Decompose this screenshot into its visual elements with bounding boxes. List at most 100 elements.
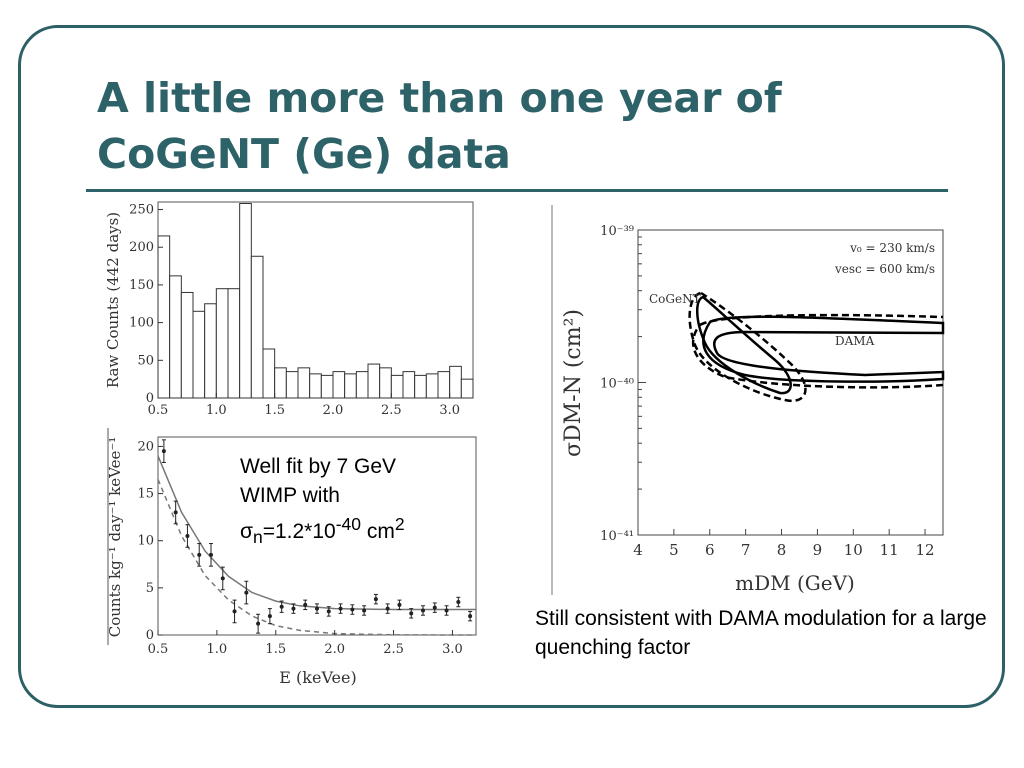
excl-legend-line2: vesc = 600 km/s: [834, 262, 935, 276]
hist-ytick-label: 200: [129, 240, 154, 255]
data-point: [362, 608, 367, 613]
hist-xtick-label: 2.5: [381, 403, 402, 418]
spec-xtick-label: 1.5: [265, 642, 286, 657]
data-point: [456, 600, 461, 604]
hist-ylabel: Raw Counts (442 days): [104, 212, 122, 388]
fit-unit-exponent: 2: [394, 514, 405, 534]
spec-ytick-label: 10: [137, 534, 154, 549]
cogent-contour-outer: [688, 291, 807, 403]
fit-sigma: σ: [240, 520, 253, 543]
spec-frame: [157, 436, 477, 636]
histogram-bar: [449, 365, 462, 399]
data-point: [409, 611, 414, 616]
histogram-bar: [309, 373, 322, 399]
excl-xtick-label: 4: [633, 541, 643, 559]
histogram-bar: [425, 373, 439, 399]
data-point: [385, 606, 390, 611]
cogent-contour-inner: [696, 295, 792, 395]
excl-ytick-label: 10⁻⁴⁰: [600, 377, 634, 392]
hist-xtick-label: 1.0: [206, 403, 227, 418]
fit-sigma-sub: n: [252, 527, 263, 548]
data-point: [161, 449, 166, 454]
histogram-bar: [414, 374, 427, 399]
spec-xtick-label: 2.0: [324, 642, 345, 657]
data-point: [256, 621, 261, 626]
histogram-bar: [460, 378, 474, 399]
hist-xtick-label: 3.0: [439, 403, 460, 418]
data-point: [421, 608, 425, 613]
histogram-bar: [180, 291, 194, 399]
excl-xtick-label: 11: [880, 541, 899, 559]
hist-ytick-label: 150: [129, 278, 154, 293]
spec-xtick-label: 3.0: [442, 642, 463, 657]
data-point: [397, 602, 402, 607]
hist-xtick-label: 2.0: [323, 403, 344, 418]
dama-contour-outer: [691, 313, 944, 389]
spec-ytick-label: 5: [146, 581, 154, 596]
data-point: [303, 602, 308, 607]
histogram-bar: [402, 371, 416, 399]
data-point: [373, 597, 378, 602]
histogram-bar: [285, 371, 299, 399]
data-point: [197, 552, 202, 557]
histogram-bar: [215, 288, 229, 399]
data-point: [291, 606, 296, 611]
fit-note: Well fit by 7 GeV WIMP with σn=1.2*10-40…: [240, 452, 470, 552]
spec-ytick-label: 0: [146, 628, 154, 643]
excl-xtick-label: 8: [777, 541, 787, 559]
data-point: [173, 510, 178, 515]
excl-xtick-label: 6: [705, 541, 715, 559]
hist-ytick-label: 250: [129, 203, 154, 218]
data-point: [209, 552, 213, 557]
excl-xtick-label: 9: [813, 541, 823, 559]
raw-counts-histogram: 0.5 1.0 1.5 2.0 2.5 3.0 0 50 100 150 200 250 Raw C…: [104, 201, 474, 418]
histogram-bar: [355, 371, 369, 399]
histogram-bar: [437, 371, 451, 399]
data-point: [267, 614, 272, 619]
fit-exponent: -40: [335, 514, 361, 534]
dama-contour-inner: [702, 315, 945, 383]
excl-xtick-label: 10: [844, 541, 863, 559]
histogram-bar: [227, 288, 241, 399]
spec-xlabel: E (keVee): [279, 668, 356, 687]
data-point: [279, 604, 284, 609]
spec-ytick-label: 15: [137, 487, 154, 502]
dama-region-label: DAMA: [835, 334, 875, 348]
slide-title: A little more than one year of CoGeNT (G…: [97, 70, 897, 182]
excl-ylabel: σDM-N (cm²): [561, 309, 586, 457]
histogram-bar: [239, 203, 252, 399]
data-point: [326, 609, 331, 614]
slide-frame: [18, 25, 1005, 708]
title-divider: [86, 189, 948, 192]
data-point: [220, 576, 225, 581]
hist-ytick-label: 100: [129, 316, 154, 331]
data-point: [468, 614, 473, 619]
histogram-bar: [250, 255, 264, 399]
histogram-bar: [169, 275, 182, 399]
cross-section-plot: 4 5 6 7 8 9 10 11 12 10⁻⁴¹ 10⁻⁴⁰ 10⁻³⁹ v₀ = 230 km…: [551, 205, 945, 595]
histogram-bar: [344, 373, 357, 399]
total-fit-curve: [157, 455, 476, 611]
data-point: [350, 607, 355, 612]
fit-note-line1: Well fit by 7 GeV: [240, 455, 397, 478]
histogram-bar: [262, 348, 276, 399]
histogram-bar: [379, 367, 392, 399]
histogram-bar: [204, 303, 217, 399]
hist-xtick-label: 0.5: [148, 403, 169, 418]
data-point: [444, 608, 449, 613]
hist-xtick-label: 1.5: [264, 403, 285, 418]
spec-xtick-label: 0.5: [148, 642, 169, 657]
cogent-region-label: CoGeNT: [649, 292, 701, 306]
spec-xtick-label: 1.0: [207, 642, 228, 657]
data-point: [185, 534, 190, 538]
excl-ytick-label: 10⁻⁴¹: [600, 529, 634, 544]
data-point: [232, 609, 237, 614]
data-point: [315, 606, 319, 611]
histogram-bar: [192, 310, 206, 399]
excl-legend-line1: v₀ = 230 km/s: [849, 241, 935, 255]
excl-ytick-label: 10⁻³⁹: [600, 224, 634, 239]
histogram-bar: [367, 363, 381, 399]
excl-xtick-label: 12: [916, 541, 935, 559]
hist-ytick-label: 50: [137, 353, 154, 368]
fit-value: =1.2*10: [262, 520, 336, 543]
